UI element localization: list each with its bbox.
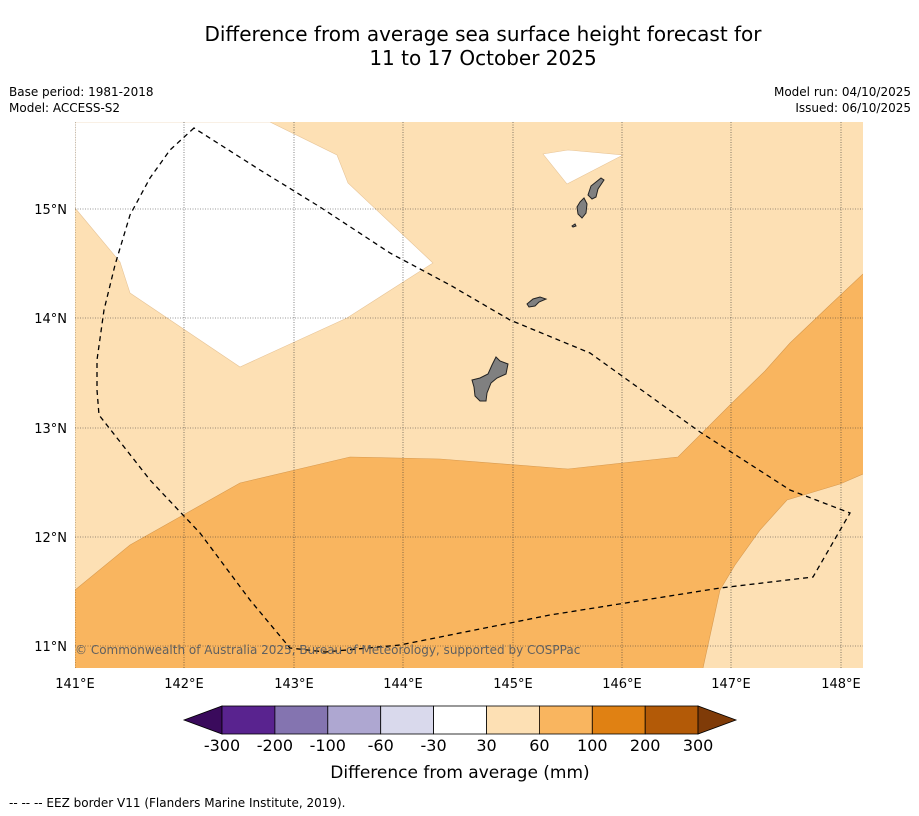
latitude-label: 11°N (34, 640, 67, 655)
colorbar-tick-label: -300 (204, 736, 240, 755)
island-guam (471, 356, 509, 402)
model-text: Model: ACCESS-S2 (9, 101, 121, 115)
colorbar-tick-label: 100 (577, 736, 608, 755)
issued-text: Issued: 06/10/2025 (795, 101, 911, 115)
latitude-label: 12°N (34, 531, 67, 546)
colorbar-swatch (539, 705, 593, 735)
colorbar-boxes (221, 705, 699, 735)
title-line-1: Difference from average sea surface heig… (204, 22, 762, 46)
colorbar: -300 -200 -100 -60 -30 30 60 100 200 300 Differen… (182, 705, 738, 783)
colorbar-swatch (274, 705, 329, 735)
copyright-text: © Commonwealth of Australia 2025, Bureau… (75, 643, 580, 657)
island-tinian (576, 197, 588, 219)
colorbar-swatch (644, 705, 699, 735)
longitude-label: 146°E (602, 677, 642, 692)
islands (471, 177, 605, 402)
island-rota (526, 296, 548, 308)
base-period-text: Base period: 1981-2018 (9, 85, 154, 99)
zone-neutral-north (542, 149, 625, 185)
colorbar-tick-label: 30 (476, 736, 496, 755)
zone-neutral-west (75, 122, 434, 368)
latitude-labels: 15°N 14°N 13°N 12°N 11°N (34, 203, 67, 655)
latitude-label: 15°N (34, 203, 67, 218)
colorbar-tick-label: -200 (257, 736, 293, 755)
longitude-label: 142°E (164, 677, 204, 692)
colorbar-swatch (380, 705, 435, 735)
longitude-label: 144°E (383, 677, 423, 692)
island-saipan (587, 177, 605, 200)
colorbar-tick-label: 60 (529, 736, 549, 755)
graticule (75, 122, 863, 668)
longitude-label: 143°E (274, 677, 314, 692)
map-plot-area: © Commonwealth of Australia 2025, Bureau… (75, 122, 863, 668)
island-aguijan (571, 223, 577, 228)
colorbar-swatch (486, 705, 540, 735)
model-run-text: Model run: 04/10/2025 (773, 85, 911, 99)
colorbar-tick-label: -100 (310, 736, 346, 755)
colorbar-tick-label: -30 (421, 736, 447, 755)
latitude-label: 13°N (34, 422, 67, 437)
latitude-label: 14°N (34, 312, 67, 327)
colorbar-tick-labels: -300 -200 -100 -60 -30 30 60 100 200 300 (204, 736, 714, 755)
title-line-2: 11 to 17 October 2025 (369, 46, 597, 70)
longitude-label: 141°E (55, 677, 95, 692)
colorbar-tick-label: 200 (630, 736, 661, 755)
colorbar-arrow-left (182, 705, 223, 735)
eez-border (96, 127, 851, 653)
chart-title: Difference from average sea surface heig… (0, 22, 919, 70)
longitude-label: 145°E (493, 677, 533, 692)
longitude-label: 147°E (711, 677, 751, 692)
colorbar-label: Difference from average (mm) (330, 763, 589, 783)
colorbar-swatch (327, 705, 382, 735)
colorbar-tick-label: -60 (368, 736, 394, 755)
eez-legend-text: -- -- -- EEZ border V11 (Flanders Marine… (9, 796, 346, 810)
longitude-labels: 141°E 142°E 143°E 144°E 145°E 146°E 147°E 148°E (55, 677, 861, 692)
zone-60-100 (75, 274, 863, 668)
meta-left: Base period: 1981-2018 Model: ACCESS-S2 (9, 84, 154, 116)
colorbar-arrow-right (697, 705, 738, 735)
colorbar-tick-label: 300 (683, 736, 714, 755)
colorbar-swatch (433, 705, 487, 735)
colorbar-swatch (591, 705, 646, 735)
meta-right: Model run: 04/10/2025 Issued: 06/10/2025 (774, 84, 911, 116)
longitude-label: 148°E (821, 677, 861, 692)
colorbar-swatch (221, 705, 276, 735)
